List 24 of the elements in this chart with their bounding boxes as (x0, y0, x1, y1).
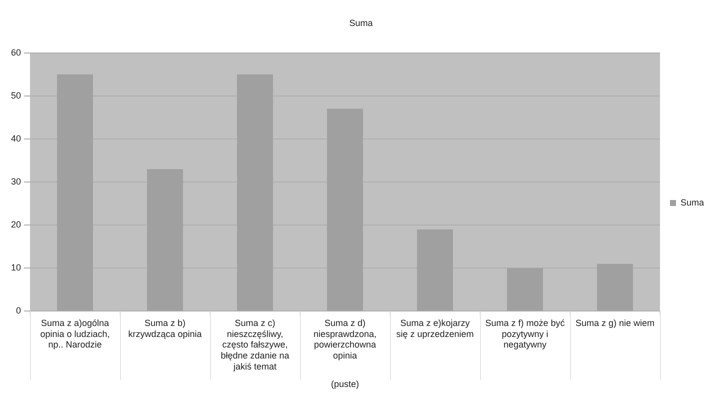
bar (237, 74, 274, 311)
bar (327, 108, 363, 311)
bar (506, 268, 543, 311)
y-tick-label: 50 (10, 90, 22, 100)
y-tick-label: 30 (10, 176, 22, 186)
x-tick-label: Suma z b) krzywdząca opinia (128, 318, 202, 339)
y-tick-label: 20 (10, 220, 22, 230)
y-tick-label: 10 (10, 262, 22, 273)
x-tick-label: Suma z a)ogólna opinia o ludziach, np.. Narodzie (40, 318, 110, 350)
bar (417, 229, 453, 311)
bar (57, 74, 94, 311)
x-tick-label: Suma z d) niesprawdzona, powierzchowna opinia (313, 318, 377, 360)
bar (147, 169, 184, 311)
x-tick-label: Suma z c) nieszczęśliwy, często fałszywe, błędne zdanie na jakiś temat (220, 318, 290, 372)
y-tick-label: 40 (10, 133, 22, 144)
y-tick-label: 60 (10, 47, 22, 58)
chart-title: Suma (349, 18, 373, 28)
y-tick-label: 0 (16, 306, 22, 316)
bar (596, 264, 633, 311)
legend-label: Suma (680, 197, 704, 208)
x-axis-title: (puste) (330, 379, 360, 390)
x-tick-label: Suma z e)kojarzy się z uprzedzeniem (396, 318, 474, 339)
x-tick-label: Suma z g) nie wiem (575, 318, 655, 328)
x-tick-label: Suma z f) może być pozytywny i negatywny (485, 318, 566, 350)
